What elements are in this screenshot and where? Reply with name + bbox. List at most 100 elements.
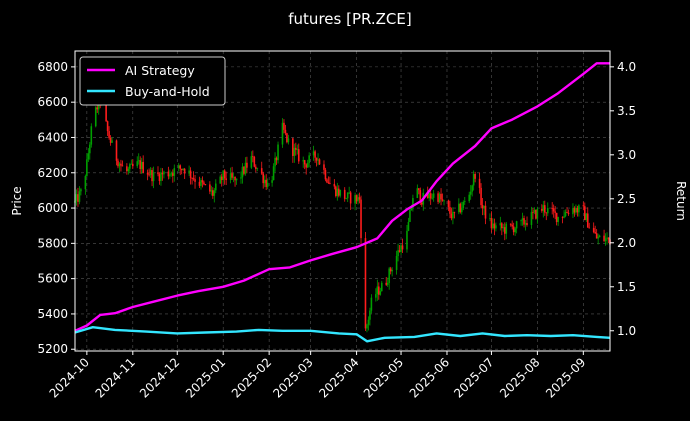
candle-body bbox=[388, 268, 390, 283]
candle-body bbox=[604, 238, 607, 241]
candle-body bbox=[189, 170, 192, 179]
candle-body bbox=[126, 166, 128, 172]
candle-body bbox=[235, 178, 238, 181]
candle-body bbox=[89, 144, 91, 154]
candle-body bbox=[440, 193, 442, 200]
left-tick-label: 5200 bbox=[37, 342, 68, 356]
candle-body bbox=[511, 224, 513, 227]
candle-body bbox=[157, 172, 159, 175]
candle-body bbox=[96, 107, 99, 110]
plot-frame bbox=[74, 50, 611, 352]
candle-body bbox=[355, 195, 358, 202]
candle-body bbox=[318, 159, 321, 165]
candle-body bbox=[271, 180, 273, 183]
candle-body bbox=[397, 250, 399, 257]
candle-body bbox=[567, 212, 570, 215]
candle-body bbox=[284, 129, 287, 134]
candle-body bbox=[167, 171, 170, 177]
candle-body bbox=[582, 205, 585, 207]
candle-body bbox=[182, 168, 184, 170]
candle-body bbox=[151, 170, 153, 182]
candle-body bbox=[492, 223, 494, 229]
candle-body bbox=[255, 166, 257, 169]
candle-body bbox=[275, 157, 278, 161]
candle-body bbox=[219, 176, 222, 184]
candle-body bbox=[493, 223, 496, 229]
candle-body bbox=[418, 188, 420, 191]
candle-body bbox=[179, 165, 182, 169]
left-tick-label: 5800 bbox=[37, 236, 68, 250]
candle-body bbox=[209, 184, 211, 192]
series-lines bbox=[74, 62, 611, 343]
candle-body bbox=[564, 212, 567, 217]
candle-body bbox=[526, 223, 528, 225]
candle-body bbox=[386, 282, 389, 285]
candle-body bbox=[213, 190, 216, 196]
candle-body bbox=[287, 138, 290, 143]
candle-body bbox=[109, 138, 112, 143]
legend-box bbox=[79, 56, 226, 106]
candle-body bbox=[530, 212, 533, 225]
candle-body bbox=[536, 208, 539, 219]
candle-body bbox=[429, 193, 432, 199]
candle-body bbox=[447, 200, 450, 208]
candle-body bbox=[336, 188, 339, 197]
candle-body bbox=[183, 168, 186, 174]
candle-body bbox=[523, 218, 525, 225]
candle-body bbox=[274, 157, 276, 167]
candle-body bbox=[489, 218, 491, 219]
candle-body bbox=[555, 212, 558, 223]
candle-body bbox=[369, 310, 371, 320]
candle-body bbox=[594, 232, 596, 234]
candle-body bbox=[158, 174, 161, 181]
candle-body bbox=[75, 194, 78, 201]
candle-body bbox=[389, 268, 392, 272]
candle-body bbox=[432, 193, 435, 198]
candle-body bbox=[380, 282, 383, 292]
candle-body bbox=[524, 223, 527, 225]
candle-body bbox=[161, 172, 164, 175]
candle-body bbox=[499, 223, 502, 226]
candle-body bbox=[552, 208, 555, 212]
candle-body bbox=[327, 182, 330, 184]
candle-body bbox=[117, 160, 119, 167]
candle-body bbox=[357, 197, 359, 202]
candle-body bbox=[78, 191, 81, 202]
candle-body bbox=[554, 211, 556, 213]
candle-body bbox=[532, 212, 534, 213]
candle-body bbox=[105, 101, 107, 122]
candle-body bbox=[246, 162, 248, 168]
candle-body bbox=[201, 180, 204, 183]
candle-body bbox=[453, 211, 456, 213]
candle-body bbox=[533, 209, 536, 213]
candle-body bbox=[428, 193, 430, 199]
right-tick-label: 2.5 bbox=[617, 192, 636, 206]
candle-body bbox=[263, 179, 266, 184]
candle-body bbox=[598, 235, 601, 238]
candle-body bbox=[401, 245, 404, 250]
candle-body bbox=[603, 235, 605, 241]
candle-body bbox=[94, 107, 97, 127]
candle-body bbox=[471, 185, 473, 192]
candle-body bbox=[535, 209, 537, 219]
candle-body bbox=[90, 126, 93, 145]
candle-body bbox=[481, 205, 484, 209]
ai-strategy-line bbox=[74, 62, 610, 332]
candle-body bbox=[115, 140, 118, 161]
candle-body bbox=[118, 163, 121, 167]
candle-body bbox=[256, 168, 259, 169]
candle-body bbox=[142, 161, 144, 173]
candle-body bbox=[297, 149, 300, 162]
candle-body bbox=[317, 159, 319, 161]
grid bbox=[75, 51, 610, 351]
candle-body bbox=[87, 153, 90, 160]
candle-body bbox=[469, 191, 472, 195]
candle-body bbox=[360, 199, 362, 239]
candle-body bbox=[578, 205, 580, 213]
candle-body bbox=[210, 190, 213, 192]
candle-body bbox=[194, 179, 196, 182]
candle-body bbox=[572, 208, 574, 215]
candle-body bbox=[314, 151, 316, 158]
candle-body bbox=[337, 188, 340, 196]
